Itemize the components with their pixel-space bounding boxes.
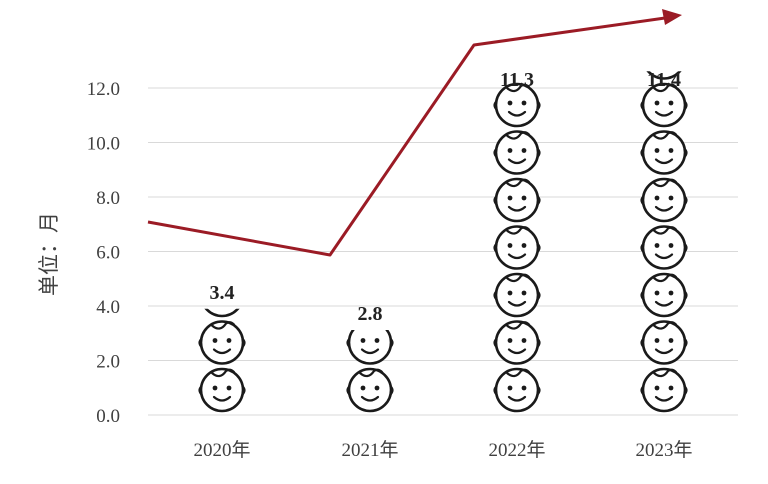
- pictogram-bars: 3.4 2.8 11.3 11.4: [198, 69, 688, 413]
- pictogram-bar: [493, 82, 541, 413]
- y-axis-title: 单位：月: [37, 212, 61, 296]
- y-tick-label: 6.0: [96, 243, 120, 264]
- baby-face-icon: [646, 71, 682, 80]
- baby-face-icon: [493, 272, 541, 318]
- pictogram-bar: [346, 330, 394, 413]
- y-tick-label: 4.0: [96, 297, 120, 318]
- baby-face-icon: [640, 272, 688, 318]
- baby-face-icon: [493, 225, 541, 270]
- baby-face-icon: [493, 177, 541, 223]
- x-tick-label: 2021年: [341, 439, 398, 461]
- y-tick-label: 2.0: [96, 352, 120, 373]
- baby-face-icon: [640, 225, 688, 270]
- baby-face-icon: [204, 308, 240, 318]
- data-label: 11.3: [500, 69, 534, 91]
- y-tick-label: 0.0: [96, 406, 120, 427]
- trend-arrow: [147, 9, 682, 257]
- x-tick-label: 2020年: [193, 439, 250, 461]
- baby-face-icon: [493, 130, 541, 175]
- baby-face-icon: [640, 177, 688, 223]
- baby-face-icon: [493, 367, 541, 413]
- baby-face-icon: [346, 330, 394, 365]
- baby-face-icon: [640, 130, 688, 175]
- baby-face-icon: [640, 320, 688, 365]
- baby-face-icon: [493, 82, 541, 128]
- baby-face-icon: [198, 320, 246, 365]
- baby-face-icon: [198, 367, 246, 413]
- y-tick-label: 8.0: [96, 188, 120, 209]
- data-label: 11.4: [647, 69, 681, 91]
- baby-face-icon: [346, 367, 394, 413]
- data-label: 3.4: [210, 282, 235, 304]
- x-axis: 2020年 2021年 2022年 2023年: [193, 439, 692, 461]
- y-tick-label: 12.0: [87, 79, 120, 100]
- baby-face-icon: [640, 82, 688, 128]
- y-tick-label: 10.0: [87, 134, 120, 155]
- pictogram-bar: [640, 71, 688, 413]
- baby-face-icon: [493, 320, 541, 365]
- x-tick-label: 2023年: [635, 439, 692, 461]
- x-tick-label: 2022年: [488, 439, 545, 461]
- arrowhead-icon: [662, 9, 682, 25]
- gridlines: [148, 87, 738, 416]
- baby-face-icon: [640, 367, 688, 413]
- y-axis: 0.0 2.0 4.0 6.0 8.0 10.0 12.0: [87, 79, 120, 427]
- pictogram-bar: [198, 308, 246, 413]
- data-label: 2.8: [358, 303, 383, 325]
- trend-line: [147, 16, 666, 257]
